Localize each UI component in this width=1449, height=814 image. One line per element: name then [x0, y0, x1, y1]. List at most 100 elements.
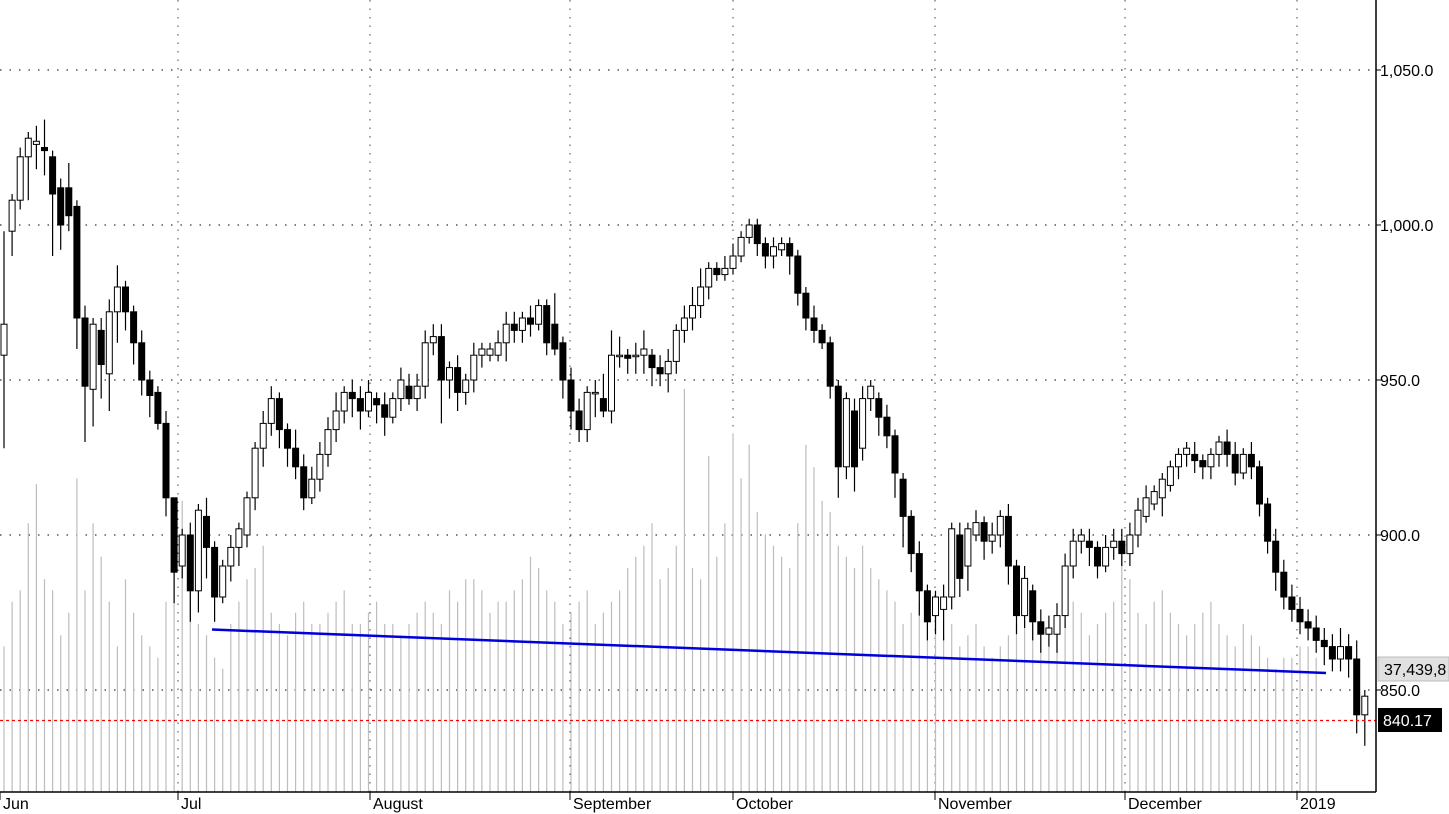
- candle-up: [478, 348, 486, 356]
- candle-up: [867, 385, 875, 400]
- candle-up: [486, 348, 494, 356]
- candle-down: [1272, 540, 1280, 573]
- candle-up: [1183, 447, 1191, 455]
- candle-down: [454, 367, 462, 393]
- candle-down: [1304, 621, 1312, 629]
- candle-down: [818, 329, 826, 344]
- candle-up: [672, 329, 680, 362]
- candle-down: [1013, 565, 1020, 617]
- candle-up: [1126, 534, 1134, 555]
- candle-up: [462, 379, 470, 393]
- candle-down: [292, 447, 300, 468]
- candle-down: [170, 497, 178, 573]
- candle-down: [786, 243, 794, 257]
- candle-down: [1094, 546, 1101, 567]
- candle-down: [1247, 453, 1255, 468]
- candle-up: [680, 317, 688, 331]
- moving-average-line: [211, 628, 1327, 675]
- candle-down: [1118, 540, 1126, 555]
- candle-down: [1029, 590, 1037, 623]
- candle-down: [49, 156, 57, 195]
- candle-up: [640, 348, 648, 356]
- candle-up: [729, 255, 737, 269]
- candle-up: [1207, 453, 1215, 468]
- candle-down: [356, 398, 364, 412]
- candles: [0, 119, 1369, 746]
- candle-down: [405, 385, 413, 400]
- last-price-badge-label: 840.17: [1383, 713, 1432, 730]
- candle-up: [227, 546, 235, 567]
- grid-lines: [0, 0, 1376, 792]
- candle-up: [1337, 646, 1344, 660]
- candle-down: [1296, 608, 1304, 623]
- candle-up: [429, 336, 437, 344]
- candle-up: [340, 391, 348, 412]
- candle-up: [964, 528, 972, 567]
- candle-down: [1199, 460, 1207, 468]
- candle-down: [575, 410, 583, 431]
- moving-average-badge-label: 37,439,8: [1384, 662, 1446, 679]
- candle-up: [608, 354, 615, 412]
- candle-up: [1061, 565, 1069, 617]
- candle-down: [875, 398, 883, 418]
- candle-down: [802, 292, 810, 319]
- candle-up: [535, 305, 543, 325]
- candle-up: [932, 596, 939, 617]
- candle-down: [826, 342, 834, 387]
- candle-down: [1328, 646, 1336, 660]
- y-axis-labels: 850.0 900.0 950.0 1,000.0 1,050.0: [1376, 63, 1433, 700]
- candle-down: [186, 534, 194, 592]
- y-tick-label: 950.0: [1380, 373, 1420, 390]
- candle-down: [624, 354, 632, 359]
- candle-up: [324, 429, 332, 455]
- moving-average-badge: [1377, 656, 1449, 682]
- candle-up: [470, 354, 478, 381]
- candle-up: [1102, 546, 1110, 567]
- candle-down: [891, 435, 899, 474]
- candle-down: [1345, 646, 1353, 660]
- candle-up: [948, 528, 956, 598]
- candle-down: [203, 515, 210, 548]
- candle-down: [761, 243, 769, 257]
- candle-up: [859, 398, 867, 449]
- candle-up: [770, 246, 777, 257]
- candle-down: [527, 317, 534, 325]
- candle-down: [915, 553, 923, 592]
- candle-up: [697, 286, 705, 307]
- candle-up: [0, 323, 8, 356]
- candle-down: [510, 323, 518, 331]
- x-axis-labels: Jun Jul August September October November Dece…: [0, 792, 1336, 813]
- price-badges: 37,439,8 840.17: [1377, 656, 1449, 732]
- x-tick-label: August: [373, 796, 423, 813]
- candle-up: [365, 391, 372, 412]
- candle-up: [616, 354, 624, 358]
- candle-up: [413, 385, 421, 400]
- candle-down: [648, 354, 656, 369]
- candle-down: [883, 416, 891, 437]
- candle-up: [105, 311, 113, 375]
- candle-up: [446, 367, 453, 381]
- candle-up: [1069, 540, 1077, 567]
- candle-up: [1361, 695, 1369, 716]
- candle-up: [32, 140, 40, 145]
- candle-down: [713, 267, 721, 276]
- candle-down: [1085, 540, 1093, 548]
- candle-down: [543, 305, 551, 344]
- candle-up: [24, 137, 32, 158]
- candle-up: [235, 528, 243, 548]
- candle-up: [1215, 441, 1223, 455]
- candle-down: [834, 385, 842, 468]
- x-tick-label: September: [573, 796, 652, 813]
- x-tick-label: Jul: [181, 796, 201, 813]
- candle-down: [437, 336, 445, 381]
- candle-up: [251, 447, 259, 499]
- candle-up: [1158, 478, 1166, 499]
- candle-up: [494, 342, 502, 356]
- candle-down: [1004, 515, 1012, 567]
- y-tick-label: 900.0: [1380, 528, 1420, 545]
- candle-up: [194, 509, 202, 592]
- candle-down: [1191, 453, 1199, 462]
- volume-bars: [3, 388, 1317, 792]
- candle-down: [122, 286, 129, 313]
